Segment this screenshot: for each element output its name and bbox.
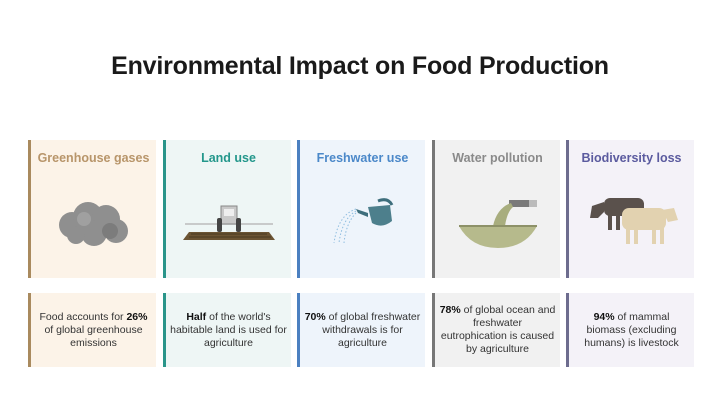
fact-card-freshwater-use: 70% of global freshwater withdrawals is … [297, 293, 425, 367]
category-card-water-pollution: Water pollution [432, 140, 560, 278]
fact-prefix: Food accounts for [39, 310, 127, 323]
fact-suffix: of global freshwater withdrawals is for … [322, 310, 421, 349]
category-card-land-use: Land use [163, 140, 291, 278]
fact-suffix: of global greenhouse emissions [44, 323, 143, 349]
fact-card-greenhouse-gases: Food accounts for 26% of global greenhou… [28, 293, 156, 367]
cows-icon [569, 192, 694, 252]
fact-highlight: Half [186, 310, 207, 323]
polluted-water-bowl-icon [435, 192, 560, 252]
fact-suffix: of mammal biomass (excluding humans) is … [584, 310, 679, 349]
fact-card-land-use: Half of the world's habitable land is us… [163, 293, 291, 367]
category-card-biodiversity-loss: Biodiversity loss [566, 140, 694, 278]
fact-text: 70% of global freshwater withdrawals is … [300, 311, 425, 350]
fact-highlight: 70% [304, 310, 326, 323]
fact-text: 94% of mammal biomass (excluding humans)… [569, 311, 694, 350]
category-card-freshwater-use: Freshwater use [297, 140, 425, 278]
fact-text: Food accounts for 26% of global greenhou… [31, 311, 156, 350]
category-title: Freshwater use [316, 151, 409, 165]
category-title: Water pollution [452, 151, 543, 165]
fact-card-biodiversity-loss: 94% of mammal biomass (excluding humans)… [566, 293, 694, 367]
page-title: Environmental Impact on Food Production [111, 52, 609, 80]
category-card-greenhouse-gases: Greenhouse gases [28, 140, 156, 278]
fact-text: 78% of global ocean and freshwater eutro… [435, 304, 560, 356]
fact-highlight: 78% [439, 304, 461, 316]
fact-highlight: 26% [126, 310, 148, 323]
smoke-cloud-icon [31, 192, 156, 252]
category-title: Biodiversity loss [581, 151, 682, 165]
fact-text: Half of the world's habitable land is us… [166, 311, 291, 350]
fact-suffix: of the world's habitable land is used fo… [170, 310, 287, 349]
fact-highlight: 94% [593, 310, 615, 323]
tractor-field-icon [166, 192, 291, 252]
category-title: Greenhouse gases [37, 151, 150, 165]
category-title: Land use [201, 151, 256, 165]
fact-suffix: of global ocean and freshwater eutrophic… [440, 304, 556, 355]
watering-can-icon [300, 192, 425, 252]
fact-card-water-pollution: 78% of global ocean and freshwater eutro… [432, 293, 560, 367]
